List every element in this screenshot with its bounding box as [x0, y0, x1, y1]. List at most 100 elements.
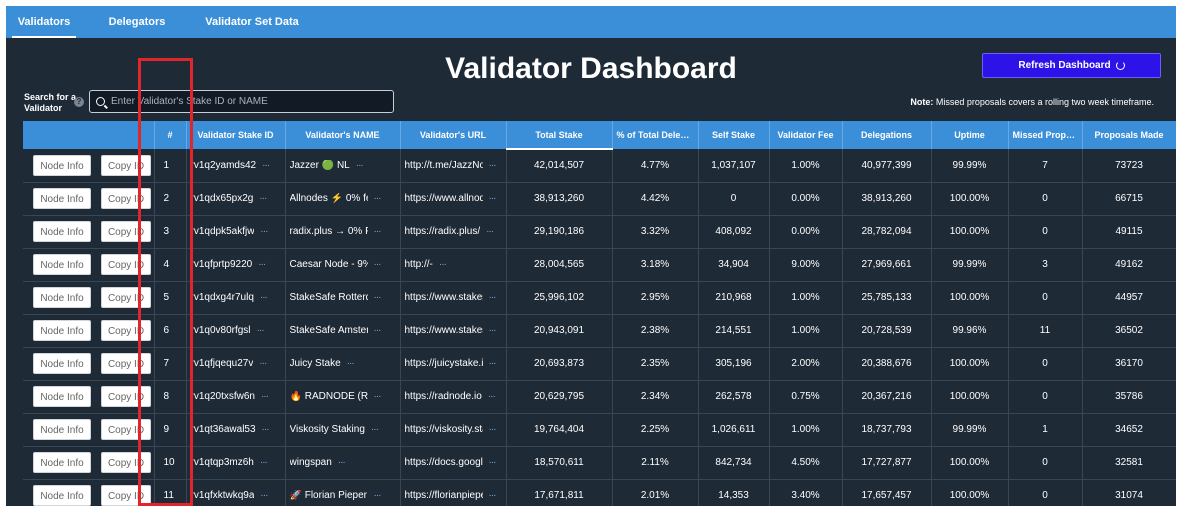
column-header-uptime[interactable]: Uptime	[931, 121, 1009, 149]
uptime: 100.00%	[931, 347, 1009, 381]
node-info-button[interactable]: Node Info	[33, 320, 91, 341]
more-icon[interactable]: ···	[259, 456, 268, 468]
column-header-validator-fee[interactable]: Validator Fee	[769, 121, 843, 149]
more-icon[interactable]: ···	[337, 456, 346, 468]
tab-validator-set-data[interactable]: Validator Set Data	[205, 16, 299, 28]
more-icon[interactable]: ···	[373, 390, 382, 402]
more-icon[interactable]: ···	[373, 324, 382, 336]
node-info-button[interactable]: Node Info	[33, 353, 91, 374]
validator-url[interactable]: https://www.stakesafe.net	[404, 291, 483, 303]
refresh-dashboard-button[interactable]: Refresh Dashboard	[982, 53, 1161, 78]
copy-id-button[interactable]: Copy ID	[101, 419, 151, 440]
more-icon[interactable]: ···	[355, 159, 364, 171]
more-icon[interactable]: ···	[259, 357, 267, 369]
pct-delegated: 2.34%	[612, 380, 699, 414]
node-info-button[interactable]: Node Info	[33, 287, 91, 308]
column-header-missed-proposals[interactable]: Missed Proposals	[1008, 121, 1083, 149]
validator-url[interactable]: https://juicystake.io	[404, 357, 483, 369]
proposals-made: 35786	[1082, 380, 1176, 414]
more-icon[interactable]: ···	[259, 291, 268, 303]
more-icon[interactable]: ···	[488, 423, 497, 435]
more-icon[interactable]: ···	[373, 489, 382, 501]
column-header-proposals-made[interactable]: Proposals Made	[1082, 121, 1176, 149]
more-icon[interactable]: ···	[260, 390, 269, 402]
more-icon[interactable]: ···	[259, 192, 267, 204]
uptime: 99.99%	[931, 149, 1009, 183]
node-info-button[interactable]: Node Info	[33, 386, 91, 407]
more-icon[interactable]: ···	[261, 423, 270, 435]
copy-id-button[interactable]: Copy ID	[101, 386, 151, 407]
help-icon[interactable]: ?	[74, 97, 84, 107]
node-info-button[interactable]: Node Info	[33, 221, 91, 242]
more-icon[interactable]: ···	[486, 225, 494, 237]
more-icon[interactable]: ···	[262, 159, 270, 171]
more-icon[interactable]: ···	[373, 258, 382, 270]
search-icon	[96, 97, 105, 106]
column-header-total-stake[interactable]: Total Stake	[506, 121, 613, 150]
more-icon[interactable]: ···	[488, 489, 497, 501]
more-icon[interactable]: ···	[346, 357, 355, 369]
column-header-url[interactable]: Validator's URL	[400, 121, 507, 149]
validator-url[interactable]: http://t.me/JazzNode	[404, 159, 483, 171]
validator-url[interactable]: https://florianpieper.com	[404, 489, 483, 501]
column-header-index[interactable]: #	[154, 121, 187, 149]
more-icon[interactable]: ···	[373, 192, 382, 204]
more-icon[interactable]: ···	[488, 456, 497, 468]
validator-fee: 1.00%	[769, 314, 843, 348]
more-icon[interactable]: ···	[488, 159, 497, 171]
node-info-button[interactable]: Node Info	[33, 452, 91, 473]
more-icon[interactable]: ···	[488, 324, 497, 336]
column-header-name[interactable]: Validator's NAME	[285, 121, 401, 149]
validator-url[interactable]: https://www.allnodes.com	[404, 192, 483, 204]
node-info-button[interactable]: Node Info	[33, 188, 91, 209]
table-row: Node Info Copy ID 4 rv1qfprtp9220 ··· Caesar …	[23, 248, 1176, 282]
more-icon[interactable]: ···	[438, 258, 447, 270]
copy-id-button[interactable]: Copy ID	[101, 154, 151, 176]
column-header-self-stake[interactable]: Self Stake	[698, 121, 770, 149]
more-icon[interactable]: ···	[260, 225, 268, 237]
more-icon[interactable]: ···	[258, 258, 266, 270]
copy-id-button[interactable]: Copy ID	[101, 188, 151, 209]
name-cell: 🔥 RADNODE (RN-0) ···	[285, 380, 401, 414]
more-icon[interactable]: ···	[488, 291, 497, 303]
node-info-button[interactable]: Node Info	[33, 485, 91, 506]
search-input[interactable]	[111, 96, 381, 107]
more-icon[interactable]: ···	[373, 225, 382, 237]
validator-url[interactable]: https://radnode.io	[404, 390, 482, 402]
more-icon[interactable]: ···	[260, 489, 268, 501]
node-info-button[interactable]: Node Info	[33, 154, 91, 176]
column-header-stake-id[interactable]: Validator Stake ID	[186, 121, 286, 149]
row-index: 11	[154, 479, 187, 506]
stake-id: rv1qfxktwkq9a	[190, 489, 255, 501]
copy-id-button[interactable]: Copy ID	[101, 485, 151, 506]
search-box[interactable]	[89, 90, 394, 113]
copy-id-button[interactable]: Copy ID	[101, 221, 151, 242]
tab-validators[interactable]: Validators	[12, 6, 76, 38]
more-icon[interactable]: ···	[373, 291, 382, 303]
copy-id-button[interactable]: Copy ID	[101, 254, 151, 275]
validator-url[interactable]: http://-	[404, 258, 433, 270]
url-cell: https://www.stakesafe.net ···	[400, 314, 507, 348]
more-icon[interactable]: ···	[256, 324, 265, 336]
validator-url[interactable]: https://www.stakesafe.net	[404, 324, 483, 336]
validator-url[interactable]: https://viskosity.staking	[404, 423, 483, 435]
validator-url[interactable]: https://docs.google.com	[404, 456, 483, 468]
column-header-pct-delegated[interactable]: % of Total Delegated	[612, 121, 699, 149]
column-header-delegations[interactable]: Delegations	[842, 121, 932, 149]
copy-id-button[interactable]: Copy ID	[101, 287, 151, 308]
stake-id: rv1qfprtp9220	[190, 258, 253, 270]
more-icon[interactable]: ···	[488, 192, 497, 204]
proposals-made: 36170	[1082, 347, 1176, 381]
node-info-button[interactable]: Node Info	[33, 254, 91, 275]
tab-delegators[interactable]: Delegators	[108, 16, 166, 28]
more-icon[interactable]: ···	[487, 390, 496, 402]
copy-id-button[interactable]: Copy ID	[101, 320, 151, 341]
copy-id-button[interactable]: Copy ID	[101, 452, 151, 473]
validator-url[interactable]: https://radix.plus/	[404, 225, 481, 237]
more-icon[interactable]: ···	[488, 357, 497, 369]
table-row: Node Info Copy ID 1 rv1q2yamds42 ··· Jazzer 🟢…	[23, 149, 1176, 183]
row-actions: Node Info Copy ID	[23, 281, 155, 315]
node-info-button[interactable]: Node Info	[33, 419, 91, 440]
more-icon[interactable]: ···	[370, 423, 379, 435]
copy-id-button[interactable]: Copy ID	[101, 353, 151, 374]
